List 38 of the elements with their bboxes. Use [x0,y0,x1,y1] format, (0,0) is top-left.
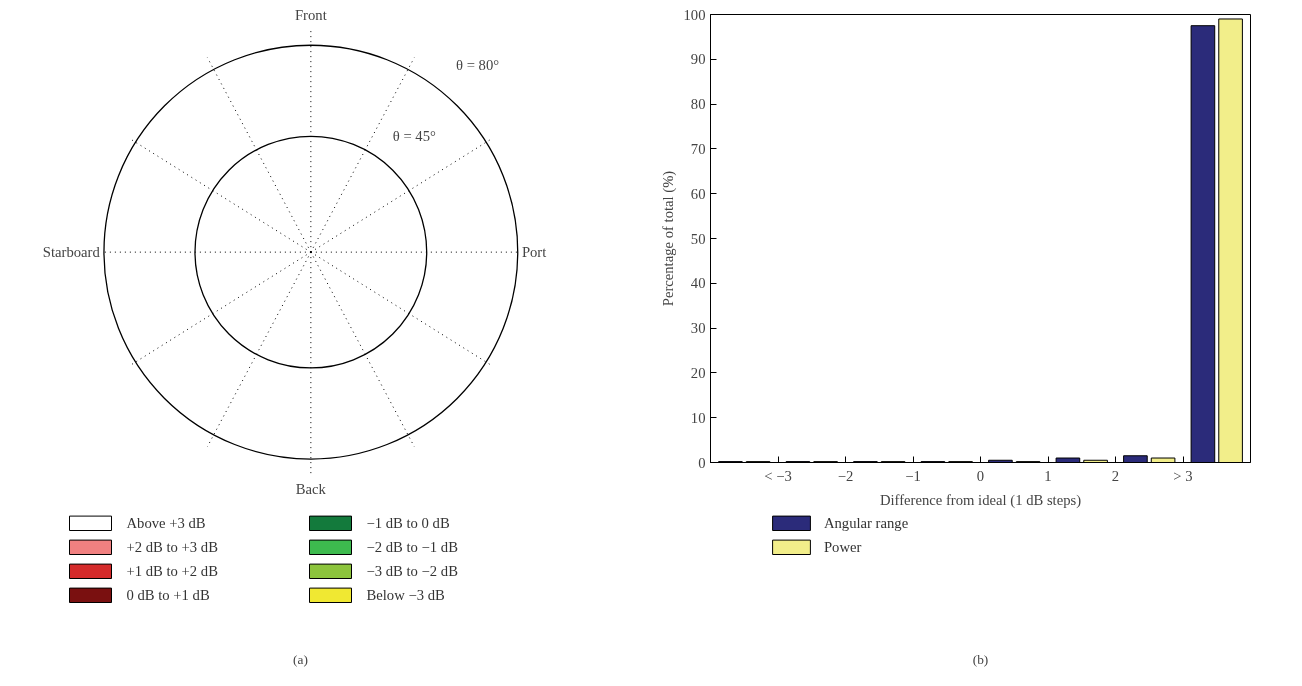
x-axis-title: Difference from ideal (1 dB steps) [879,491,1082,509]
x-tick-label: 0 [976,467,985,484]
x-tick-label: 1 [1044,467,1052,484]
text: (a) [293,652,308,668]
legend-label: −2 dB to −1 dB [366,539,459,556]
x-tick-label: 2 [1111,467,1120,484]
text: θ = 80° [456,56,500,73]
y-tick-label: 100 [683,6,706,23]
legend-label: −3 dB to −2 dB [366,563,459,580]
y-tick-label: 40 [690,275,706,292]
legend-label: +2 dB to +3 dB [126,539,219,556]
legend-label: Above +3 dB [126,515,206,532]
y-tick-label: 50 [690,230,706,247]
x-tick-label: < −3 [764,467,792,484]
legend-label: Below −3 dB [366,587,446,604]
y-tick-label: 90 [690,51,706,68]
text: Back [295,481,327,498]
text: Front [294,6,327,23]
text: θ = 45° [392,127,437,144]
y-tick-label: 10 [690,409,706,426]
legend-label: −1 dB to 0 dB [366,515,450,532]
legend-label: +1 dB to +2 dB [126,563,219,580]
y-tick-label: 70 [690,140,706,157]
y-tick-label: 30 [690,320,706,337]
text: Port [521,244,547,261]
legend-label: Power [823,539,862,556]
y-tick-label: 60 [690,185,706,202]
legend-label: 0 dB to +1 dB [126,587,210,604]
y-axis-title: Percentage of total (%) [659,170,677,307]
text: (b) [972,652,989,668]
y-tick-label: 0 [698,454,706,471]
x-tick-label: −1 [905,467,921,484]
y-tick-label: 20 [690,364,706,381]
x-tick-label: > 3 [1173,467,1193,484]
x-tick-label: −2 [837,467,854,484]
text: Starboard [42,244,101,261]
y-tick-label: 80 [690,96,706,113]
legend-label: Angular range [823,515,909,532]
